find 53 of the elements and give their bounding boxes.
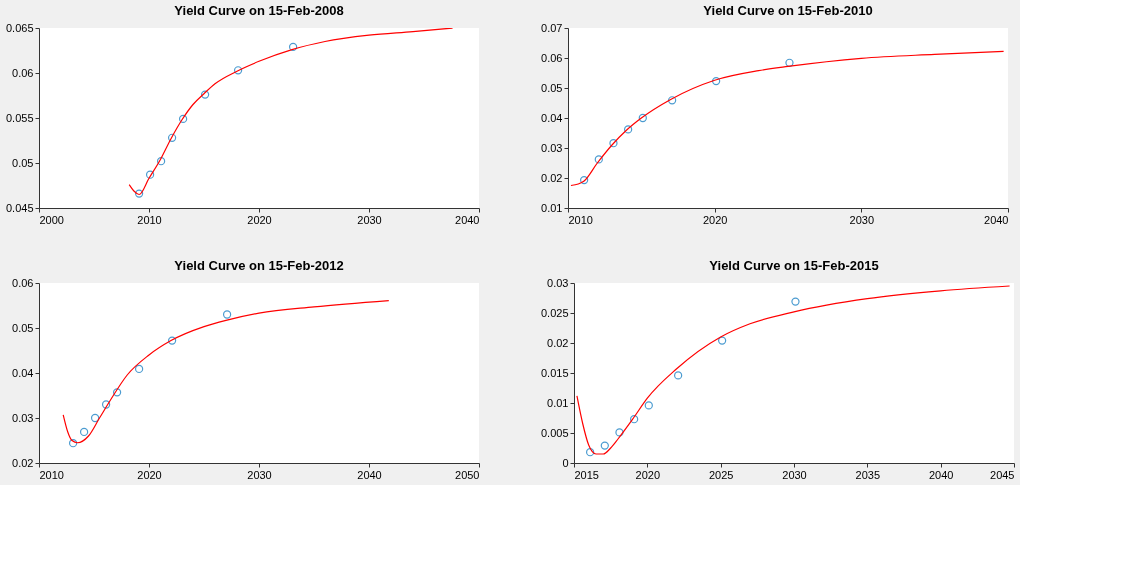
x-tick-label: 2010 [137, 213, 162, 226]
x-tick-label: 2020 [137, 468, 162, 481]
y-tick-label: 0.005 [540, 426, 569, 439]
y-tick-label: 0.05 [541, 81, 563, 94]
x-tick-label: 2025 [708, 468, 734, 481]
y-tick-label: 0.06 [12, 276, 34, 289]
y-tick-label: 0.02 [547, 336, 569, 349]
x-tick-label: 2020 [247, 213, 272, 226]
y-tick-label: 0.03 [541, 141, 563, 154]
y-tick-label: 0.01 [547, 396, 569, 409]
chart-title: Yield Curve on 15-Feb-2008 [174, 3, 344, 18]
y-tick-label: 0.04 [12, 366, 34, 379]
chart-title: Yield Curve on 15-Feb-2010 [703, 3, 873, 18]
line-series [62, 299, 390, 444]
x-tick-label: 2040 [455, 213, 480, 226]
x-tick-label: 2035 [855, 468, 881, 481]
x-tick-label: 2010 [39, 468, 64, 481]
line-series [576, 285, 1011, 455]
line-series [570, 50, 1005, 187]
y-tick-label: 0.015 [540, 366, 569, 379]
y-tick-label: 0.07 [541, 21, 563, 34]
x-tick-label: 2045 [990, 468, 1015, 481]
y-tick-label: 0.01 [541, 201, 563, 214]
y-tick-label: 0.03 [547, 276, 569, 289]
x-tick-label: 2040 [928, 468, 954, 481]
x-tick-label: 2010 [568, 213, 593, 226]
x-tick-label: 2030 [247, 468, 272, 481]
y-tick-label: 0.03 [12, 411, 34, 424]
y-tick-label: 0.02 [541, 171, 563, 184]
x-tick-label: 2020 [702, 213, 728, 226]
x-tick-label: 2040 [357, 468, 382, 481]
x-tick-label: 2040 [984, 213, 1009, 226]
line-series [128, 28, 454, 196]
x-tick-label: 2030 [357, 213, 382, 226]
y-tick-label: 0.06 [12, 66, 34, 79]
y-tick-label: 0.05 [12, 321, 34, 334]
x-tick-label: 2000 [39, 213, 64, 226]
chart-title: Yield Curve on 15-Feb-2012 [174, 258, 344, 273]
y-tick-label: 0.055 [5, 111, 34, 124]
y-tick-label: 0.065 [5, 21, 34, 34]
x-tick-label: 2030 [782, 468, 807, 481]
y-tick-label: 0.025 [540, 306, 569, 319]
y-tick-label: 0.06 [541, 51, 563, 64]
y-tick-label: 0 [562, 456, 569, 469]
chart-title: Yield Curve on 15-Feb-2015 [709, 258, 879, 273]
x-tick-label: 2030 [849, 213, 875, 226]
x-tick-label: 2050 [455, 468, 480, 481]
y-tick-label: 0.05 [12, 156, 34, 169]
y-tick-label: 0.02 [12, 456, 34, 469]
y-tick-label: 0.045 [5, 201, 34, 214]
x-tick-label: 2015 [574, 468, 599, 481]
x-tick-label: 2020 [635, 468, 661, 481]
y-tick-label: 0.04 [541, 111, 563, 124]
